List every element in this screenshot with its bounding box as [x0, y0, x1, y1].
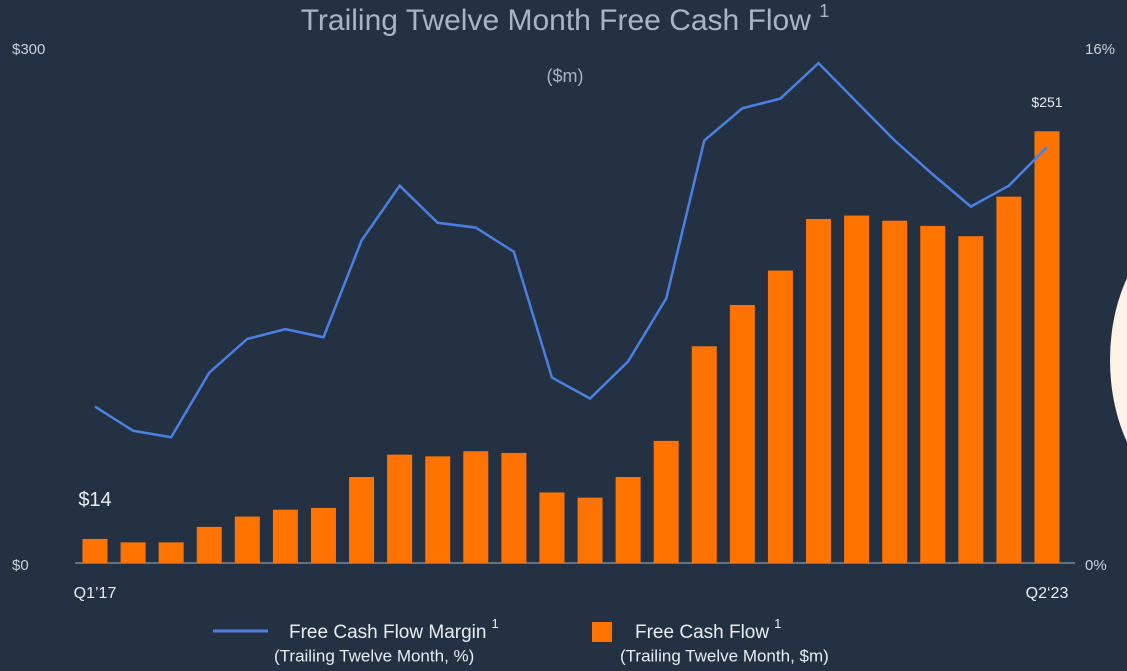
legend-sublabel: (Trailing Twelve Month, $m): [620, 646, 829, 665]
bar: [463, 451, 489, 563]
bar: [996, 196, 1022, 563]
legend-name: Free Cash Flow Margin: [289, 622, 486, 643]
y2-tick-label: 0%: [1085, 557, 1107, 574]
bar: [120, 542, 146, 563]
bar: [729, 305, 755, 563]
bar: [844, 215, 870, 563]
legend-sublabel: (Trailing Twelve Month, %): [274, 646, 474, 665]
bar: [767, 270, 793, 563]
bar: [577, 497, 603, 563]
bar: [691, 346, 717, 563]
bar: [615, 477, 641, 563]
bar: [158, 542, 184, 563]
x-tick-label: Q1’17: [74, 585, 117, 602]
y2-tick-label: 16%: [1085, 41, 1115, 58]
legend-label: Free Cash Flow 1: [635, 616, 781, 643]
bar: [349, 477, 375, 563]
legend-label: Free Cash Flow Margin 1: [289, 616, 499, 643]
y-tick-label: $0: [12, 557, 29, 574]
bar: [310, 507, 336, 563]
legend-note: 1: [491, 616, 498, 631]
data-label: $14: [78, 489, 111, 511]
legend-swatch: [592, 622, 612, 642]
bar: [425, 456, 451, 563]
bar: [196, 526, 222, 563]
bar: [958, 236, 984, 563]
bar: [653, 440, 679, 563]
chart-subtitle: ($m): [547, 66, 584, 86]
bar: [82, 538, 108, 563]
decoration: [1110, 278, 1127, 442]
chart-title: Trailing Twelve Month Free Cash Flow 1: [301, 1, 830, 37]
bar: [272, 509, 298, 563]
bar: [501, 452, 527, 563]
y-tick-label: $300: [12, 41, 45, 58]
x-tick-label: Q2‘23: [1026, 585, 1069, 602]
bar: [539, 492, 565, 563]
bar: [1034, 131, 1060, 563]
bar: [387, 454, 413, 563]
line: [94, 61, 1048, 439]
bar: [920, 225, 946, 563]
data-label: $251: [1031, 94, 1062, 110]
legend-note: 1: [774, 616, 781, 631]
bar: [234, 516, 260, 563]
legend-name: Free Cash Flow: [635, 622, 769, 643]
bar: [806, 219, 832, 563]
bar: [882, 220, 908, 563]
